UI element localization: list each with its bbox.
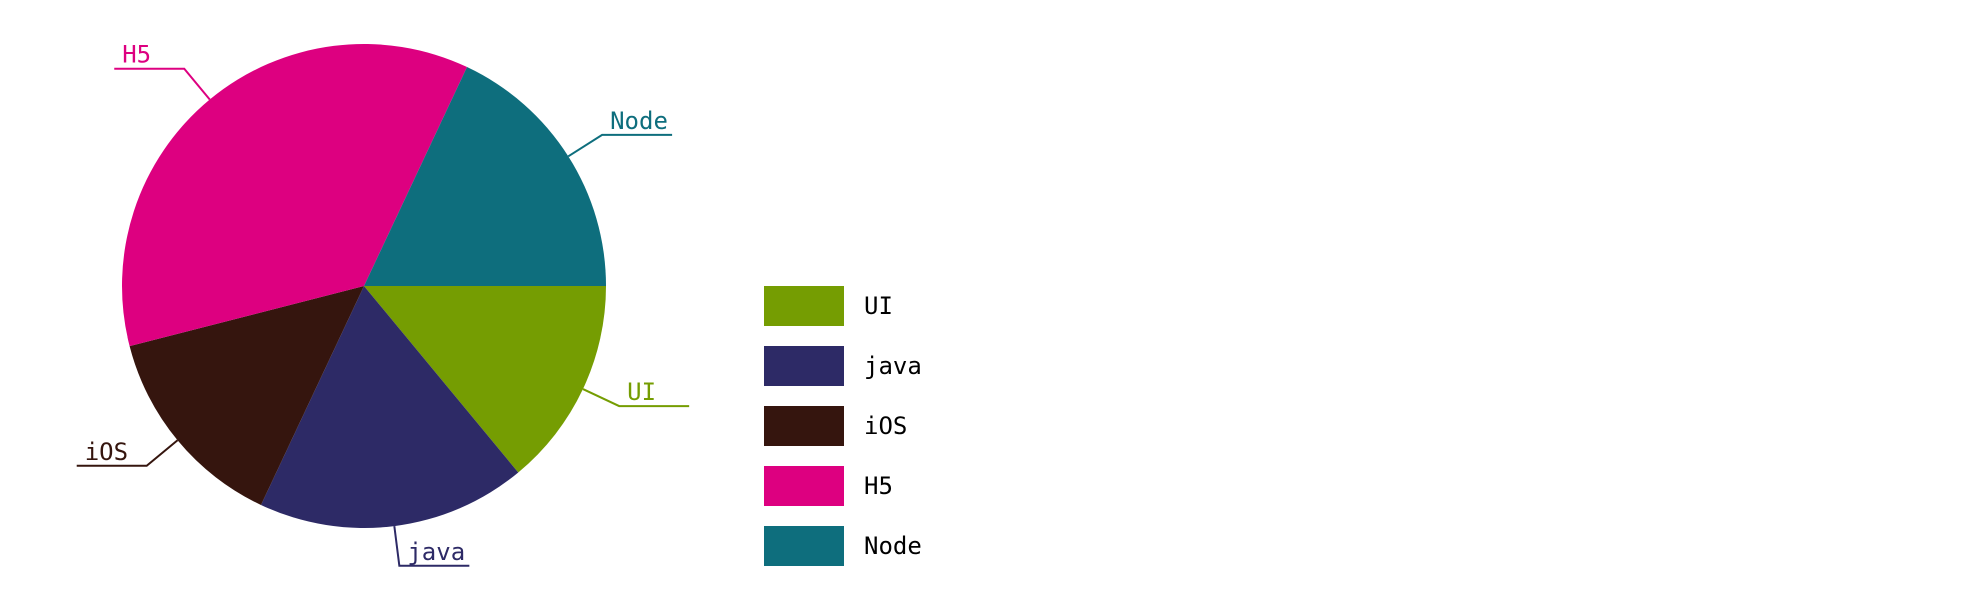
pie-slice-java <box>260 286 519 528</box>
slice-label-ui: UI <box>627 378 656 406</box>
leader-line-ios <box>76 439 179 467</box>
legend: UI java iOS H5 Node <box>764 286 922 566</box>
leader-line-ui <box>582 388 690 408</box>
pie-slice-node <box>364 67 606 286</box>
pie-slice-h5 <box>122 43 468 347</box>
pie-slice-ios <box>129 286 364 505</box>
leader-line-h5 <box>114 67 211 101</box>
legend-label-java: java <box>864 352 922 380</box>
legend-swatch-ui <box>764 286 844 326</box>
legend-swatch-java <box>764 346 844 386</box>
slice-label-h5: H5 <box>122 41 151 69</box>
slice-label-node: Node <box>610 107 668 135</box>
legend-label-ios: iOS <box>864 412 907 440</box>
pie-slice-ui <box>364 286 606 473</box>
slice-leader-lines <box>76 67 690 567</box>
legend-label-ui: UI <box>864 292 893 320</box>
leader-line-node <box>567 133 673 158</box>
legend-label-h5: H5 <box>864 472 893 500</box>
slice-label-ios: iOS <box>85 438 128 466</box>
legend-label-node: Node <box>864 532 922 560</box>
leader-line-java <box>393 525 470 567</box>
pie-slices <box>122 43 606 528</box>
legend-swatch-h5 <box>764 466 844 506</box>
legend-swatch-node <box>764 526 844 566</box>
slice-label-java: java <box>407 538 465 566</box>
legend-swatch-ios <box>764 406 844 446</box>
slice-labels: UI java iOS H5 Node <box>85 41 668 566</box>
